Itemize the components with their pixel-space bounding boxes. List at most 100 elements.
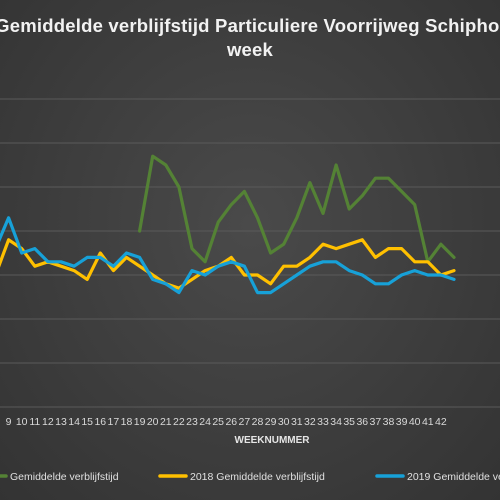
data-point — [230, 203, 232, 205]
data-point — [178, 186, 180, 188]
data-point — [243, 190, 245, 192]
x-tick-label: 23 — [186, 416, 198, 428]
data-point — [191, 247, 193, 249]
data-point — [269, 252, 271, 254]
data-point — [86, 278, 88, 280]
data-point — [165, 164, 167, 166]
data-point — [309, 181, 311, 183]
data-point — [60, 265, 62, 267]
chart-title-line-1: Gemiddelde verblijfstijd Particuliere Vo… — [0, 15, 500, 36]
data-point — [99, 256, 101, 258]
data-point — [453, 256, 455, 258]
data-point — [374, 177, 376, 179]
data-point — [217, 265, 219, 267]
data-point — [322, 243, 324, 245]
series-line — [0, 238, 456, 290]
data-point — [348, 269, 350, 271]
x-tick-label: 13 — [55, 416, 67, 428]
data-point — [414, 261, 416, 263]
data-point — [296, 274, 298, 276]
data-point — [374, 256, 376, 258]
data-point — [296, 265, 298, 267]
data-point — [322, 261, 324, 263]
data-point — [361, 239, 363, 241]
data-point — [73, 265, 75, 267]
x-tick-label: 24 — [199, 416, 211, 428]
x-tick-label: 10 — [16, 416, 28, 428]
data-point — [34, 247, 36, 249]
x-tick-label: 39 — [396, 416, 408, 428]
x-axis-title: WEEKNUMMER — [235, 435, 311, 446]
x-tick-label: 15 — [81, 416, 93, 428]
data-point — [21, 252, 23, 254]
data-point — [112, 269, 114, 271]
data-point — [256, 274, 258, 276]
data-point — [204, 261, 206, 263]
data-point — [453, 269, 455, 271]
data-point — [387, 283, 389, 285]
data-point — [7, 239, 9, 241]
x-tick-label: 25 — [212, 416, 224, 428]
legend-label: 2018 Gemiddelde verblijfstijd — [190, 471, 325, 483]
data-point — [138, 230, 140, 232]
x-tick-label: 22 — [173, 416, 185, 428]
data-point — [453, 278, 455, 280]
data-point — [138, 256, 140, 258]
data-point — [86, 256, 88, 258]
data-point — [427, 274, 429, 276]
x-tick-label: 38 — [383, 416, 395, 428]
x-tick-label: 41 — [422, 416, 434, 428]
data-point — [125, 252, 127, 254]
x-tick-label: 34 — [330, 416, 342, 428]
x-tick-label: 33 — [317, 416, 329, 428]
data-point — [361, 195, 363, 197]
data-point — [283, 283, 285, 285]
x-tick-label: 20 — [147, 416, 159, 428]
data-point — [152, 278, 154, 280]
data-point — [191, 278, 193, 280]
data-point — [335, 261, 337, 263]
x-tick-label: 26 — [225, 416, 237, 428]
x-tick-label: 14 — [68, 416, 80, 428]
data-point — [335, 247, 337, 249]
data-point — [191, 269, 193, 271]
data-point — [73, 269, 75, 271]
data-point — [34, 265, 36, 267]
x-tick-label: 36 — [356, 416, 368, 428]
legend-label: 2019 Gemiddelde verblijfstijd — [407, 471, 500, 483]
x-tick-label: 32 — [304, 416, 316, 428]
data-point — [283, 243, 285, 245]
data-point — [7, 217, 9, 219]
x-tick-label: 11 — [29, 416, 40, 428]
data-point — [427, 261, 429, 263]
x-tick-label: 9 — [6, 416, 12, 428]
data-point — [400, 247, 402, 249]
data-point — [414, 269, 416, 271]
data-point — [60, 261, 62, 263]
data-point — [335, 164, 337, 166]
chart-title: Gemiddelde verblijfstijd Particuliere Vo… — [0, 14, 500, 62]
x-tick-label: 12 — [42, 416, 54, 428]
legend-label: Gemiddelde verblijfstijd — [10, 471, 119, 483]
data-point — [414, 203, 416, 205]
data-point — [125, 256, 127, 258]
x-tick-label: 18 — [121, 416, 133, 428]
data-point — [322, 212, 324, 214]
x-tick-label: 21 — [160, 416, 172, 428]
data-point — [243, 274, 245, 276]
data-point — [178, 291, 180, 293]
series-1 — [138, 154, 456, 264]
data-point — [217, 221, 219, 223]
data-point — [440, 243, 442, 245]
data-point — [400, 274, 402, 276]
data-point — [387, 177, 389, 179]
series-lines — [0, 154, 456, 295]
x-tick-label: 40 — [409, 416, 421, 428]
x-tick-label: 28 — [252, 416, 264, 428]
data-point — [204, 269, 206, 271]
x-tick-label: 29 — [265, 416, 277, 428]
data-point — [387, 247, 389, 249]
data-point — [165, 283, 167, 285]
data-point — [243, 265, 245, 267]
data-point — [440, 274, 442, 276]
